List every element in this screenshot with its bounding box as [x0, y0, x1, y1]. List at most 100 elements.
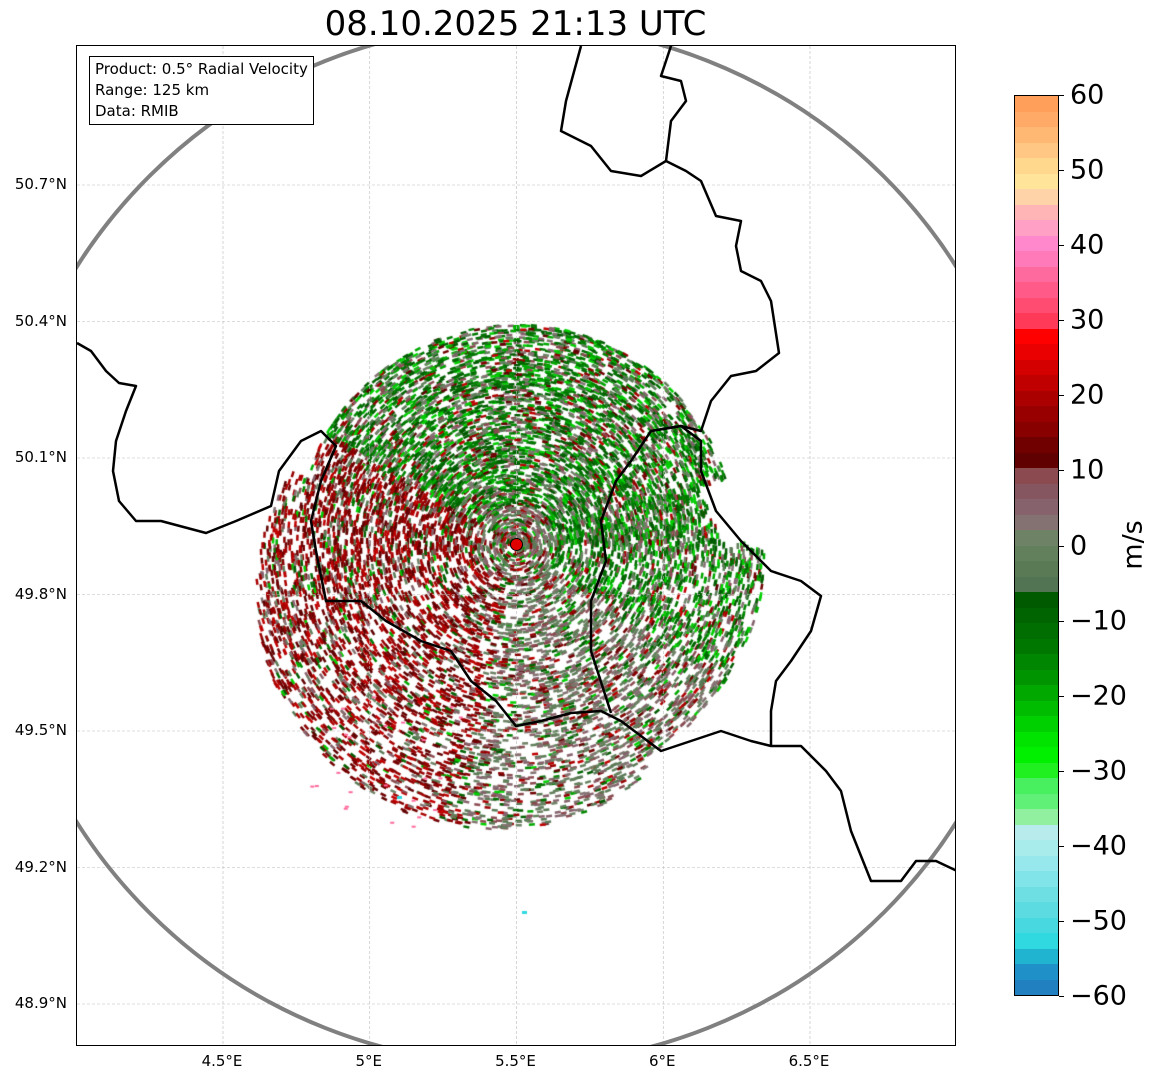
colorbar-segment [1015, 809, 1058, 825]
info-range: Range: 125 km [95, 81, 210, 99]
colorbar-tick-mark [1059, 170, 1064, 172]
colorbar-segment [1015, 359, 1058, 375]
colorbar-label: m/s [1117, 520, 1149, 570]
colorbar-segment [1015, 607, 1058, 623]
colorbar-tick-mark [1059, 695, 1064, 697]
info-box: Product: 0.5° Radial Velocity Range: 125… [89, 56, 314, 125]
colorbar-tick-label: 40 [1070, 229, 1105, 261]
colorbar-segment [1015, 530, 1058, 546]
x-tick-label: 5°E [355, 1052, 383, 1070]
colorbar-segment [1015, 669, 1058, 685]
info-product: Product: 0.5° Radial Velocity [95, 60, 308, 78]
colorbar-segment [1015, 235, 1058, 251]
colorbar-tick-mark [1059, 620, 1064, 622]
country-border [589, 424, 823, 746]
colorbar-tick-label: 20 [1070, 379, 1105, 411]
colorbar-segment [1015, 576, 1058, 592]
colorbar-segment [1015, 297, 1058, 313]
colorbar-segment [1015, 437, 1058, 453]
colorbar-segment [1015, 111, 1058, 127]
country-border [650, 46, 781, 433]
colorbar-tick-mark [1059, 845, 1064, 847]
radar-site-marker [510, 537, 523, 551]
y-tick-label: 50.7°N [14, 175, 67, 193]
colorbar-segment [1015, 855, 1058, 871]
colorbar-segment [1015, 592, 1058, 608]
country-border [77, 341, 955, 883]
x-tick-label: 5.5°E [495, 1052, 536, 1070]
colorbar-tick-label: 60 [1070, 79, 1105, 111]
colorbar-tick-label: −20 [1070, 680, 1127, 712]
colorbar-tick-label: −10 [1070, 605, 1127, 637]
colorbar-segment [1015, 886, 1058, 902]
colorbar-segment [1015, 158, 1058, 174]
x-tick-label: 6.5°E [788, 1052, 830, 1070]
colorbar-segment [1015, 313, 1058, 329]
colorbar-segment [1015, 638, 1058, 654]
colorbar-tick-label: −50 [1070, 905, 1127, 937]
colorbar-segment [1015, 871, 1058, 887]
colorbar-segment [1015, 220, 1058, 236]
colorbar-segment [1015, 421, 1058, 437]
colorbar-tick-mark [1059, 770, 1064, 772]
colorbar-segment [1015, 700, 1058, 716]
colorbar-segment [1015, 282, 1058, 298]
colorbar-segment [1015, 731, 1058, 747]
colorbar-segment [1015, 468, 1058, 484]
map-overlay [77, 46, 955, 1045]
colorbar-tick-label: 30 [1070, 304, 1105, 336]
colorbar-tick-label: 10 [1070, 454, 1105, 486]
colorbar-segment [1015, 654, 1058, 670]
figure-title: 08.10.2025 21:13 UTC [324, 4, 707, 44]
colorbar-tick-mark [1059, 545, 1064, 547]
colorbar-segment [1015, 716, 1058, 732]
colorbar-segment [1015, 840, 1058, 856]
x-tick-label: 4.5°E [201, 1052, 243, 1070]
colorbar-segment [1015, 917, 1058, 933]
colorbar-segment [1015, 747, 1058, 763]
colorbar-segment [1015, 483, 1058, 499]
colorbar-segment [1015, 623, 1058, 639]
colorbar-segment [1015, 452, 1058, 468]
colorbar-segment [1015, 266, 1058, 282]
colorbar-tick-label: −60 [1070, 980, 1127, 1012]
colorbar-segment [1015, 561, 1058, 577]
colorbar-tick-mark [1059, 996, 1064, 997]
colorbar-segment [1015, 251, 1058, 267]
info-data: Data: RMIB [95, 102, 179, 120]
y-tick-label: 50.4°N [14, 311, 67, 330]
colorbar-segment [1015, 902, 1058, 918]
colorbar-segment [1015, 514, 1058, 530]
colorbar-segment [1015, 96, 1058, 112]
y-tick-label: 49.5°N [14, 721, 67, 739]
colorbar-tick-label: 0 [1070, 530, 1088, 561]
colorbar-tick-mark [1059, 95, 1064, 96]
country-border [559, 46, 667, 178]
colorbar-segment [1015, 344, 1058, 360]
colorbar-tick-mark [1059, 920, 1064, 922]
y-tick-label: 49.8°N [14, 584, 67, 603]
colorbar-tick-label: −40 [1070, 830, 1127, 862]
colorbar-segment [1015, 328, 1058, 344]
colorbar-segment [1015, 964, 1058, 980]
colorbar-segment [1015, 948, 1058, 964]
colorbar-tick-label: 50 [1070, 154, 1105, 186]
colorbar-segment [1015, 824, 1058, 840]
colorbar-tick-mark [1059, 395, 1064, 397]
colorbar [1014, 95, 1059, 996]
colorbar-segment [1015, 142, 1058, 158]
colorbar-segment [1015, 778, 1058, 794]
colorbar-tick-mark [1059, 470, 1064, 472]
colorbar-segment [1015, 979, 1058, 995]
colorbar-segment [1015, 406, 1058, 422]
colorbar-segment [1015, 390, 1058, 406]
colorbar-segment [1015, 499, 1058, 515]
colorbar-segment [1015, 793, 1058, 809]
colorbar-segment [1015, 545, 1058, 561]
colorbar-segment [1015, 933, 1058, 949]
radar-map [76, 45, 956, 1046]
colorbar-tick-mark [1059, 320, 1064, 322]
y-tick-label: 48.9°N [14, 994, 67, 1012]
y-tick-label: 50.1°N [14, 448, 67, 466]
